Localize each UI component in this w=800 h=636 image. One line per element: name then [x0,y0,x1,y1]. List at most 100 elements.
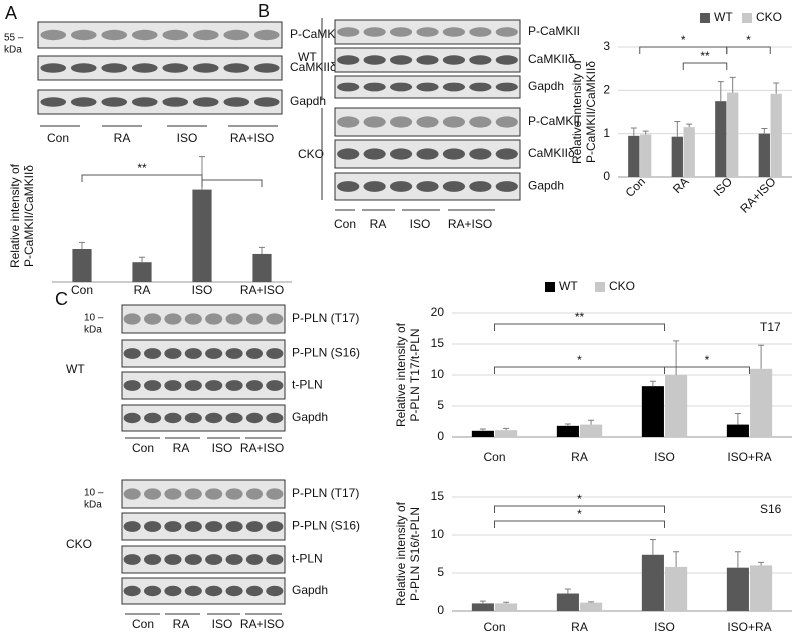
size-marker: 55 – [4,33,24,44]
blot-band [337,27,360,37]
blot-band [266,380,284,391]
blot-band [40,63,67,73]
blot-band [245,585,263,597]
blot-band [245,348,263,359]
panel-letter: A [5,3,17,23]
blot-band [266,554,284,565]
annotation: T17 [760,320,781,334]
blot-band [266,585,284,597]
y-tick-label: 1 [603,126,610,140]
blot-band [164,554,182,565]
blot-band [337,55,360,65]
blot-strip [121,304,286,334]
blot-band [164,412,182,424]
blot-row-label: Gapdh [290,94,326,108]
y-axis-label: Relative intensity of [394,322,408,427]
bar [640,134,652,177]
blot-band [363,27,386,37]
x-tick-label: Con [483,620,505,634]
blot-row-label: Gapdh [292,410,328,424]
blot-band [164,585,182,597]
legend-swatch [595,282,605,292]
group-label: CKO [66,537,92,551]
error-bar [79,241,85,249]
blot-band [442,148,466,160]
y-tick-label: 15 [431,336,445,350]
blot-strip [334,19,521,45]
blot-row-label: CaMKIIδ [528,146,575,160]
blot-band [164,348,182,359]
error-bar [734,551,741,568]
error-bar [139,256,145,263]
blot-band [363,82,386,92]
blot-band [495,148,518,160]
blot-band [144,313,162,325]
y-tick-label: 5 [437,565,444,579]
blot-band [266,488,284,500]
blot-band [164,380,182,391]
blot-band [495,181,518,192]
blot-band [225,554,243,565]
blot-band [245,488,263,500]
blot-band [245,412,263,424]
lane-label: ISO [212,617,233,631]
error-bar [259,246,265,254]
legend-label: CKO [756,10,782,24]
bar [750,368,773,437]
blot-band [442,27,466,37]
blot-band [495,55,518,65]
blot-band [70,97,97,107]
blot-band [131,63,158,73]
blot-band [223,29,250,41]
significance-bracket [494,505,665,513]
blot-band [144,554,162,565]
x-tick-label: RA+ISO [240,283,284,297]
size-unit: kDa [84,500,102,511]
blot-row-label: t-PLN [292,552,323,566]
significance-bracket [494,366,665,374]
blot-band [144,348,162,359]
group-label: WT [66,362,85,376]
blot-band [389,148,413,160]
significance-bracket [494,323,665,331]
blot-band [192,29,219,41]
blot-band [205,412,223,424]
blot-band [389,55,413,65]
bar [471,430,494,437]
blot-band [495,116,518,128]
significance-label: * [705,353,710,367]
blot-band [363,181,386,192]
blot-band [225,313,243,325]
blot-row-label: CaMKIIδ [528,52,575,66]
lane-label: ISO [212,441,233,455]
blot-band [442,181,466,192]
blot-band [162,97,189,107]
blot-band [101,63,128,73]
y-axis-label: P-CaMKII/CaMKIIδ [584,61,598,163]
legend-swatch [742,13,752,23]
blot-band [337,148,360,160]
blot-band [223,63,250,73]
blot-band [469,27,492,37]
error-bar [630,127,637,136]
blot-band [469,116,492,128]
bar [580,602,603,611]
blot-band [245,313,263,325]
blot-band [70,29,97,41]
blot-band [389,116,413,128]
bar [683,127,695,177]
significance-bracket [201,179,263,187]
y-axis-label: Relative intensity of [8,163,22,268]
blot-band [469,55,492,65]
blot-band [192,63,219,73]
lane-label: RA+ISO [240,617,284,631]
size-marker: 10 – [84,313,104,324]
blot-row-label: Gapdh [528,179,564,193]
blot-band [144,585,162,597]
blot-band [225,521,243,532]
error-bar [649,539,656,555]
x-tick-label: Con [483,450,505,464]
x-tick-label: Con [623,174,648,199]
blot-band [131,29,158,41]
bar [758,133,770,177]
